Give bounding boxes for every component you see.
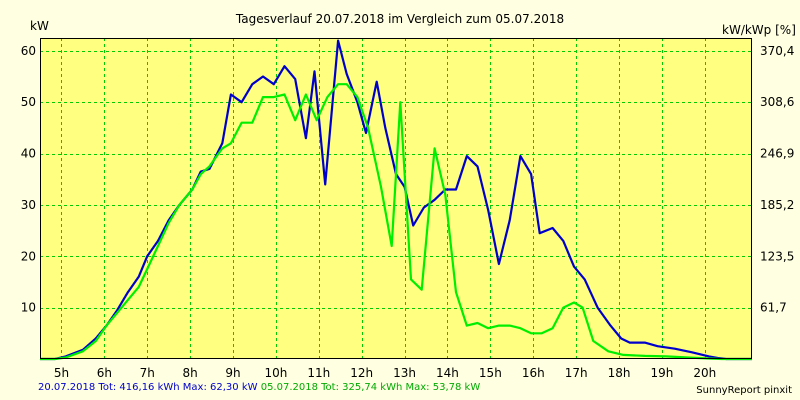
y2-tick-label: 61,7	[760, 301, 787, 315]
y-tick-label: 10	[21, 301, 36, 315]
x-tick-label: 18h	[608, 366, 631, 380]
x-tick-label: 14h	[436, 366, 459, 380]
footer-series-1-summary: 20.07.2018 Tot: 416,16 kWh Max: 62,30 kW	[38, 382, 258, 393]
y-tick-label: 40	[21, 147, 36, 161]
x-tick-label: 10h	[264, 366, 287, 380]
plot-border	[40, 38, 752, 359]
x-tick-label: 5h	[54, 366, 69, 380]
chart-title: Tagesverlauf 20.07.2018 im Vergleich zum…	[235, 12, 564, 26]
y2-tick-label: 370,4	[760, 44, 794, 58]
footer-series-2-summary: 05.07.2018 Tot: 325,74 kWh Max: 53,78 kW	[260, 382, 481, 393]
chart-footer: 20.07.2018 Tot: 416,16 kWh Max: 62,30 kW…	[38, 382, 480, 393]
y-tick-label: 20	[21, 249, 36, 263]
x-tick-label: 12h	[350, 366, 373, 380]
credit-text: SunnyReport pinxit	[696, 385, 792, 396]
x-tick-label: 17h	[565, 366, 588, 380]
plot-area	[40, 38, 752, 359]
x-tick-label: 9h	[225, 366, 240, 380]
series-line-2	[40, 83, 752, 361]
x-tick-label: 13h	[393, 366, 416, 380]
x-tick-label: 16h	[522, 366, 545, 380]
x-tick-label: 20h	[693, 366, 716, 380]
y-tick-label: 50	[21, 95, 36, 109]
series-line-1	[40, 39, 752, 361]
y-axis-label-right: kW/kWp [%]	[722, 23, 796, 37]
tick-labels: 5h 6h 7h 8h 9h 10h 11h 12h 13h 14h 15h 16h 17h 18h 19h…	[21, 44, 795, 380]
y-axis-label-left: kW	[30, 19, 49, 33]
x-tick-label: 8h	[182, 366, 197, 380]
y2-tick-label: 308,6	[760, 95, 794, 109]
y-tick-label: 60	[21, 44, 36, 58]
x-tick-label: 19h	[650, 366, 673, 380]
y2-tick-label: 246,9	[760, 147, 794, 161]
y2-tick-label: 123,5	[760, 249, 794, 263]
x-tick-label: 6h	[97, 366, 112, 380]
y2-tick-label: 185,2	[760, 198, 794, 212]
x-tick-label: 11h	[307, 366, 330, 380]
x-tick-label: 7h	[140, 366, 155, 380]
grid-lines	[40, 38, 752, 359]
y-tick-label: 30	[21, 198, 36, 212]
x-tick-label: 15h	[479, 366, 502, 380]
series-layer	[40, 39, 752, 361]
